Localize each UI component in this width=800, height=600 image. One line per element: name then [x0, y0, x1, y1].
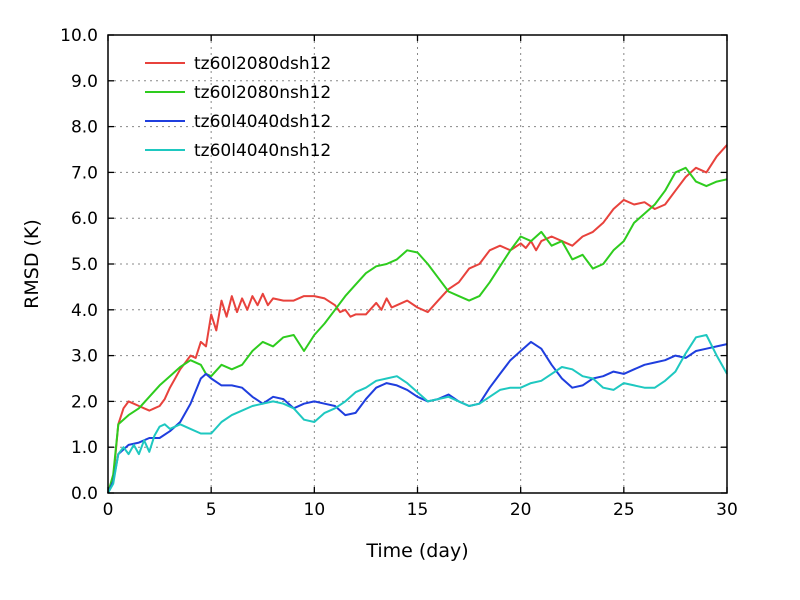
series-line-tz60l2080dsh12 [107, 144, 728, 494]
x-axis-title: Time (day) [365, 540, 468, 562]
y-tick-label: 1.0 [71, 438, 98, 458]
series-line-tz60l2080nsh12 [107, 166, 728, 494]
series-line-tz60l4040dsh12 [107, 340, 728, 494]
x-tick-label: 10 [304, 500, 326, 520]
grid [108, 35, 727, 493]
legend-label: tz60l4040dsh12 [194, 112, 331, 132]
series-line-tz60l4040nsh12 [107, 334, 728, 494]
y-tick-label: 8.0 [71, 118, 98, 138]
series-lines [107, 144, 728, 494]
x-tick-label: 0 [103, 500, 114, 520]
y-axis-title: RMSD (K) [21, 219, 43, 309]
y-tick-label: 5.0 [71, 255, 98, 275]
y-tick-label: 2.0 [71, 392, 98, 412]
axis-ticks: 0 5 10 15 20 25 30 0.0 1.0 2.0 3.0 4.0 5.0 6.0 7.0 8.0 9… [60, 26, 738, 520]
x-tick-label: 15 [407, 500, 429, 520]
x-tick-label: 20 [510, 500, 532, 520]
y-tick-label: 3.0 [71, 347, 98, 367]
y-tick-label: 6.0 [71, 209, 98, 229]
legend: tz60l2080dsh12 tz60l2080nsh12 tz60l4040dsh… [145, 54, 331, 161]
legend-label: tz60l2080dsh12 [194, 54, 331, 74]
legend-label: tz60l2080nsh12 [194, 83, 331, 103]
y-tick-label: 9.0 [71, 72, 98, 92]
x-tick-label: 25 [613, 500, 635, 520]
y-tick-label: 4.0 [71, 301, 98, 321]
y-tick-label: 0.0 [71, 484, 98, 504]
legend-label: tz60l4040nsh12 [194, 141, 331, 161]
x-tick-label: 5 [206, 500, 217, 520]
y-tick-label: 10.0 [60, 26, 98, 46]
x-tick-label: 30 [716, 500, 738, 520]
y-tick-label: 7.0 [71, 163, 98, 183]
